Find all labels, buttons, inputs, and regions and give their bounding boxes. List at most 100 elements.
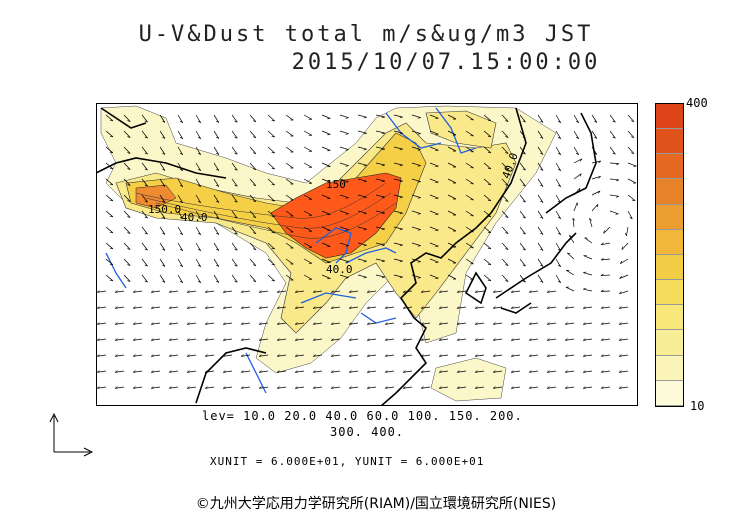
wind-arrow-head — [402, 322, 406, 325]
wind-arrow — [457, 370, 467, 373]
wind-arrow-head — [276, 322, 280, 325]
wind-arrow — [213, 274, 220, 283]
wind-arrow — [141, 146, 148, 155]
wind-arrow-head — [583, 287, 587, 290]
wind-arrow-head — [127, 168, 131, 170]
wind-arrow — [285, 162, 294, 169]
wind-arrow — [439, 370, 449, 373]
wind-arrow-head — [417, 213, 421, 215]
wind-arrow — [169, 370, 179, 373]
wind-arrow-head — [487, 167, 491, 170]
wind-arrow-head — [492, 338, 496, 341]
wind-arrow-head — [487, 199, 491, 202]
wind-arrow — [519, 146, 526, 155]
map-timestamp: 2015/10/07.15:00:00 — [291, 50, 601, 75]
colorbar-segment — [656, 280, 683, 306]
wind-arrow-head — [252, 184, 257, 187]
wind-arrow — [195, 210, 201, 219]
wind-arrow — [267, 242, 275, 250]
wind-arrow — [475, 354, 485, 357]
wind-arrow — [555, 210, 561, 219]
wind-arrow-head — [150, 338, 154, 341]
wind-arrow — [357, 162, 367, 166]
wind-arrow-head — [522, 200, 526, 203]
wind-arrow — [169, 338, 179, 341]
wind-arrow — [411, 162, 421, 166]
wind-arrow-head — [132, 354, 136, 357]
wind-arrow — [321, 178, 331, 183]
wind-arrow-head — [600, 258, 604, 261]
wind-arrow-head — [381, 148, 385, 151]
wind-arrow — [303, 162, 313, 168]
wind-arrow-head — [144, 136, 148, 139]
wind-arrow-head — [330, 290, 334, 293]
wind-arrow — [385, 370, 395, 373]
wind-arrow-head — [492, 370, 496, 373]
wind-arrow — [501, 274, 509, 282]
wind-arrow — [501, 146, 509, 154]
wind-arrow-head — [600, 354, 604, 357]
wind-arrow-head — [505, 168, 509, 170]
wind-arrow-head — [150, 306, 154, 309]
wind-arrow-head — [546, 386, 550, 389]
wind-arrow — [429, 210, 439, 215]
wind-arrow — [609, 130, 616, 139]
wind-arrow — [519, 226, 526, 235]
wind-arrow-head — [540, 232, 544, 235]
wind-arrow-head — [114, 322, 118, 325]
wind-arrow — [97, 306, 107, 309]
wind-arrow-head — [132, 306, 136, 309]
wind-arrow-head — [186, 290, 190, 293]
wind-arrow-head — [234, 168, 238, 171]
wind-arrow-head — [330, 322, 334, 325]
wind-arrow-head — [528, 354, 532, 357]
wind-arrow — [547, 386, 557, 389]
wind-arrow — [627, 130, 635, 138]
wind-arrow — [159, 242, 166, 251]
wind-arrow-head — [381, 196, 385, 199]
wind-arrow — [573, 130, 579, 139]
wind-arrow-head — [438, 290, 442, 293]
wind-arrow — [411, 210, 421, 214]
wind-arrow — [583, 322, 593, 325]
wind-arrow-head — [276, 386, 280, 389]
wind-arrow — [519, 274, 526, 283]
wind-arrow — [537, 210, 544, 219]
wind-arrow — [519, 162, 526, 171]
wind-arrow — [565, 322, 575, 325]
wind-arrow — [403, 354, 413, 357]
wind-arrow — [151, 290, 161, 293]
wind-arrow — [277, 290, 287, 293]
wind-arrow — [105, 258, 114, 266]
wind-arrow — [501, 226, 509, 234]
wind-arrow — [619, 338, 629, 341]
wind-arrow — [447, 178, 457, 184]
wind-arrow — [375, 242, 385, 246]
wind-arrow-head — [363, 180, 367, 183]
wind-arrow-head — [234, 232, 238, 235]
wind-arrow-head — [540, 264, 544, 267]
wind-arrow — [105, 210, 114, 218]
wind-arrow-head — [492, 354, 496, 357]
wind-arrow-head — [294, 322, 298, 325]
wind-arrow-head — [505, 120, 509, 122]
wind-arrow-head — [216, 200, 220, 203]
wind-arrow — [601, 370, 611, 373]
wind-arrow — [429, 274, 439, 279]
wind-arrow — [159, 146, 166, 155]
wind-arrow-head — [114, 354, 118, 357]
wind-arrow-head — [96, 354, 100, 357]
wind-arrow — [133, 386, 143, 389]
wind-arrow-head — [438, 354, 442, 357]
wind-arrow — [583, 386, 593, 389]
wind-arrow-head — [234, 152, 238, 155]
wind-arrow — [375, 146, 385, 150]
wind-arrow-head — [168, 354, 172, 357]
wind-arrow-head — [616, 179, 620, 182]
wind-arrow — [105, 194, 114, 202]
wind-arrow-head — [345, 245, 349, 247]
wind-arrow — [285, 258, 294, 265]
wind-arrow — [303, 226, 313, 232]
wind-arrow — [331, 354, 341, 357]
wind-arrow-head — [438, 370, 442, 373]
